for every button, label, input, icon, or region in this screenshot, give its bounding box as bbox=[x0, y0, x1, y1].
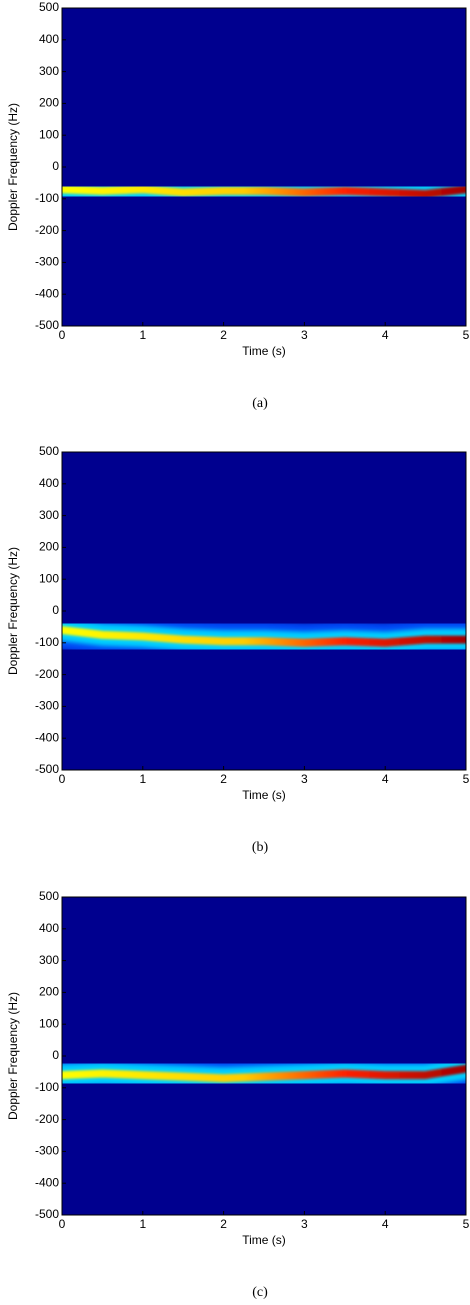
plot-area bbox=[62, 524, 466, 746]
y-tick-label: -300 bbox=[35, 255, 59, 269]
y-tick-label: 0 bbox=[52, 1048, 59, 1062]
y-tick-label: -500 bbox=[35, 318, 59, 332]
y-tick-label: 100 bbox=[39, 571, 59, 585]
x-tick-label: 3 bbox=[301, 1217, 308, 1231]
y-tick-label: 0 bbox=[52, 159, 59, 173]
y-tick-label: 500 bbox=[39, 444, 59, 458]
y-tick-label: -200 bbox=[35, 1112, 59, 1126]
x-axis-label: Time (s) bbox=[242, 788, 286, 802]
y-tick-label: -400 bbox=[35, 1175, 59, 1189]
torso-core bbox=[62, 626, 466, 647]
y-axis-label: Doppler Frequency (Hz) bbox=[6, 992, 20, 1120]
y-tick-label: 500 bbox=[39, 889, 59, 903]
y-tick-label: 400 bbox=[39, 921, 59, 935]
y-tick-label: 300 bbox=[39, 64, 59, 78]
y-tick-label: 100 bbox=[39, 127, 59, 141]
x-tick-label: 1 bbox=[139, 772, 146, 786]
x-tick-label: 4 bbox=[382, 1217, 389, 1231]
y-tick-label: 200 bbox=[39, 540, 59, 554]
y-tick-label: -100 bbox=[35, 1080, 59, 1094]
y-tick-label: 200 bbox=[39, 985, 59, 999]
x-tick-label: 5 bbox=[463, 1217, 470, 1231]
y-tick-label: -300 bbox=[35, 1144, 59, 1158]
x-tick-label: 0 bbox=[59, 328, 66, 342]
torso-core bbox=[62, 1064, 466, 1083]
y-axis-label: Doppler Frequency (Hz) bbox=[6, 547, 20, 675]
x-tick-label: 1 bbox=[139, 1217, 146, 1231]
x-tick-label: 5 bbox=[463, 328, 470, 342]
x-axis-label: Time (s) bbox=[242, 1233, 286, 1247]
plot-area bbox=[62, 1001, 466, 1137]
caption: (b) bbox=[252, 840, 269, 855]
x-tick-label: 3 bbox=[301, 328, 308, 342]
y-tick-label: 400 bbox=[39, 32, 59, 46]
y-tick-label: 0 bbox=[52, 603, 59, 617]
x-tick-label: 4 bbox=[382, 328, 389, 342]
x-axis-label: Time (s) bbox=[242, 344, 286, 358]
x-tick-label: 1 bbox=[139, 328, 146, 342]
y-tick-label: 400 bbox=[39, 476, 59, 490]
y-tick-label: 100 bbox=[39, 1016, 59, 1030]
y-tick-label: 500 bbox=[39, 0, 59, 14]
y-tick-label: 300 bbox=[39, 953, 59, 967]
x-tick-label: 3 bbox=[301, 772, 308, 786]
x-tick-label: 2 bbox=[220, 328, 227, 342]
y-axis-label: Doppler Frequency (Hz) bbox=[6, 103, 20, 231]
y-tick-label: -200 bbox=[35, 223, 59, 237]
y-tick-label: -100 bbox=[35, 635, 59, 649]
y-tick-label: -100 bbox=[35, 191, 59, 205]
y-tick-label: -400 bbox=[35, 286, 59, 300]
y-tick-label: -200 bbox=[35, 667, 59, 681]
x-tick-label: 2 bbox=[220, 1217, 227, 1231]
y-tick-label: 200 bbox=[39, 96, 59, 110]
plot-area bbox=[62, 77, 466, 308]
caption: (a) bbox=[252, 396, 268, 411]
x-tick-label: 4 bbox=[382, 772, 389, 786]
x-tick-label: 5 bbox=[463, 772, 470, 786]
y-tick-label: -500 bbox=[35, 1207, 59, 1221]
y-tick-label: -500 bbox=[35, 762, 59, 776]
torso-core bbox=[62, 185, 466, 199]
x-tick-label: 0 bbox=[59, 772, 66, 786]
y-tick-label: -400 bbox=[35, 730, 59, 744]
caption: (c) bbox=[252, 1285, 268, 1300]
y-tick-label: 300 bbox=[39, 508, 59, 522]
x-tick-label: 0 bbox=[59, 1217, 66, 1231]
y-tick-label: -300 bbox=[35, 699, 59, 713]
x-tick-label: 2 bbox=[220, 772, 227, 786]
